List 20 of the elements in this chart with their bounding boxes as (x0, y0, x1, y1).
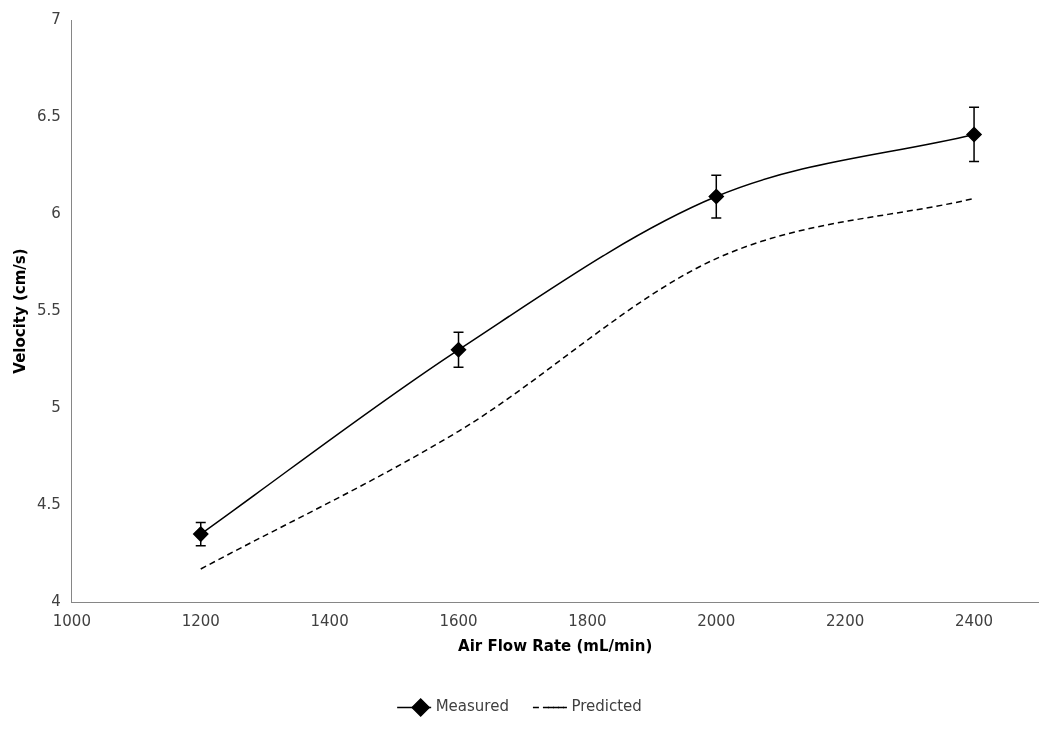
x-axis-title: Air Flow Rate (mL/min) (458, 636, 653, 655)
x-tick-label: 1600 (439, 611, 478, 630)
legend-label: Predicted (571, 697, 642, 716)
y-tick-label: 4 (51, 591, 61, 610)
x-tick-label: 2400 (954, 611, 994, 630)
y-tick-label: 5.5 (37, 300, 61, 319)
line-series (199, 197, 975, 570)
x-tick-label: 2000 (697, 611, 736, 630)
x-tick-label: 1000 (52, 611, 91, 630)
y-tick-label: 7 (51, 9, 61, 28)
x-tick-label: 1800 (568, 611, 607, 630)
y-tick-label: 6.5 (37, 106, 61, 125)
x-tick-label: 1400 (310, 611, 349, 630)
y-tick-label: 5 (51, 397, 61, 416)
legend-label: Measured (435, 697, 509, 716)
x-tick-label: 1200 (181, 611, 220, 630)
y-tick-label: 4.5 (37, 494, 61, 513)
y-axis-title: Velocity (cm/s) (10, 248, 29, 374)
x-tick-label: 2200 (826, 611, 865, 630)
y-tick-label: 6 (51, 203, 61, 222)
